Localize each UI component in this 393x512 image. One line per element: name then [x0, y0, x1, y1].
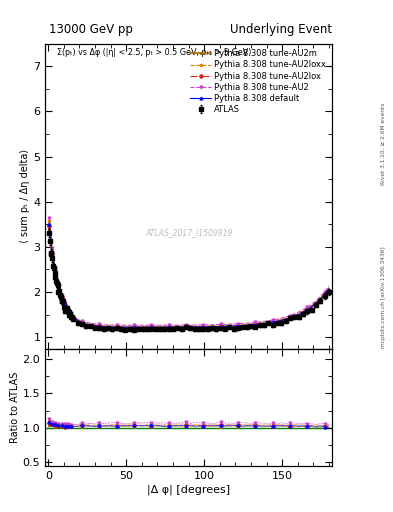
Pythia 8.308 tune-AU2m	[56, 285, 61, 291]
Line: Pythia 8.308 tune-AU2lox: Pythia 8.308 tune-AU2lox	[48, 224, 331, 329]
Pythia 8.308 tune-AU2lox	[68, 311, 72, 317]
Pythia 8.308 tune-AU2m	[314, 301, 318, 307]
Pythia 8.308 tune-AU2m	[327, 286, 331, 292]
Line: Pythia 8.308 tune-AU2loxx: Pythia 8.308 tune-AU2loxx	[48, 220, 331, 328]
Pythia 8.308 tune-AU2m	[47, 226, 51, 232]
Pythia 8.308 tune-AU2	[214, 322, 219, 328]
Line: Pythia 8.308 tune-AU2m: Pythia 8.308 tune-AU2m	[48, 228, 331, 329]
Pythia 8.308 default	[140, 324, 145, 330]
Pythia 8.308 tune-AU2m	[68, 311, 72, 317]
Y-axis label: ⟨ sum pₜ / Δη delta⟩: ⟨ sum pₜ / Δη delta⟩	[20, 149, 30, 243]
Text: ATLAS_2017_I1509919: ATLAS_2017_I1509919	[145, 228, 232, 237]
Pythia 8.308 default	[47, 221, 51, 227]
Pythia 8.308 default	[56, 283, 61, 289]
Pythia 8.308 default	[68, 310, 72, 316]
Pythia 8.308 tune-AU2loxx	[275, 317, 279, 323]
Pythia 8.308 tune-AU2	[314, 297, 318, 304]
Pythia 8.308 tune-AU2loxx	[68, 310, 72, 316]
Pythia 8.308 default	[266, 320, 271, 326]
Line: Pythia 8.308 tune-AU2: Pythia 8.308 tune-AU2	[48, 217, 331, 327]
Pythia 8.308 tune-AU2	[266, 318, 271, 324]
Text: Underlying Event: Underlying Event	[230, 23, 332, 36]
Pythia 8.308 tune-AU2lox	[275, 318, 279, 324]
Pythia 8.308 tune-AU2	[275, 316, 279, 322]
Pythia 8.308 tune-AU2loxx	[314, 299, 318, 305]
Pythia 8.308 tune-AU2lox	[214, 324, 219, 330]
Pythia 8.308 tune-AU2m	[140, 325, 145, 331]
Pythia 8.308 tune-AU2lox	[314, 300, 318, 306]
Pythia 8.308 tune-AU2	[68, 309, 72, 315]
Pythia 8.308 tune-AU2lox	[327, 285, 331, 291]
Pythia 8.308 tune-AU2lox	[47, 223, 51, 229]
Legend: Pythia 8.308 tune-AU2m, Pythia 8.308 tune-AU2loxx, Pythia 8.308 tune-AU2lox, Pyt: Pythia 8.308 tune-AU2m, Pythia 8.308 tun…	[188, 48, 328, 115]
Line: Pythia 8.308 default: Pythia 8.308 default	[48, 223, 331, 329]
Text: mcplots.cern.ch [arXiv:1306.3436]: mcplots.cern.ch [arXiv:1306.3436]	[381, 246, 386, 348]
Pythia 8.308 tune-AU2	[327, 283, 331, 289]
Pythia 8.308 default	[214, 324, 219, 330]
Pythia 8.308 tune-AU2m	[275, 319, 279, 325]
Pythia 8.308 tune-AU2loxx	[47, 218, 51, 224]
Text: Σ(pₜ) vs Δφ (|η| < 2.5, pₜ > 0.5 GeV, pₜ₁ > 5 GeV): Σ(pₜ) vs Δφ (|η| < 2.5, pₜ > 0.5 GeV, pₜ…	[57, 48, 252, 57]
Pythia 8.308 tune-AU2	[56, 281, 61, 287]
Pythia 8.308 tune-AU2loxx	[140, 323, 145, 329]
Y-axis label: Ratio to ATLAS: Ratio to ATLAS	[10, 372, 20, 443]
Pythia 8.308 default	[314, 300, 318, 306]
Pythia 8.308 tune-AU2	[47, 215, 51, 221]
Pythia 8.308 tune-AU2m	[266, 321, 271, 327]
Text: Rivet 3.1.10, ≥ 2.6M events: Rivet 3.1.10, ≥ 2.6M events	[381, 102, 386, 184]
X-axis label: |Δ φ| [degrees]: |Δ φ| [degrees]	[147, 485, 230, 496]
Text: 13000 GeV pp: 13000 GeV pp	[49, 23, 133, 36]
Pythia 8.308 tune-AU2m	[214, 324, 219, 330]
Pythia 8.308 tune-AU2loxx	[214, 323, 219, 329]
Pythia 8.308 tune-AU2lox	[266, 319, 271, 326]
Pythia 8.308 tune-AU2loxx	[266, 319, 271, 325]
Pythia 8.308 default	[327, 286, 331, 292]
Pythia 8.308 tune-AU2	[140, 322, 145, 328]
Pythia 8.308 tune-AU2loxx	[56, 282, 61, 288]
Pythia 8.308 tune-AU2lox	[140, 324, 145, 330]
Pythia 8.308 default	[275, 318, 279, 325]
Pythia 8.308 tune-AU2lox	[56, 284, 61, 290]
Pythia 8.308 tune-AU2loxx	[327, 285, 331, 291]
